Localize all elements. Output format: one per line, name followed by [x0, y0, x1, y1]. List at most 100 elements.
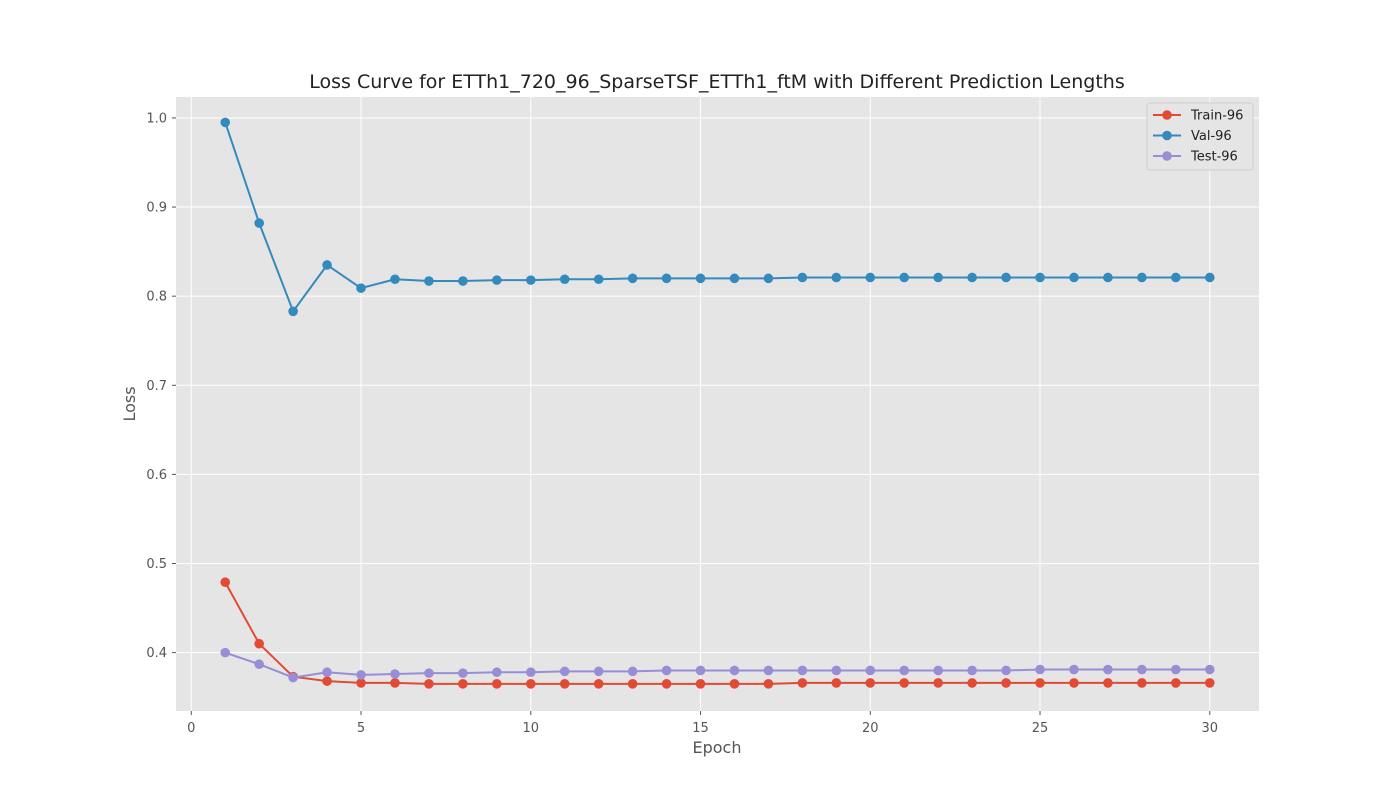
data-point-train-96 [865, 678, 876, 688]
data-point-test-96 [525, 667, 536, 678]
chart-title: Loss Curve for ETTh1_720_96_SparseTSF_ET… [309, 71, 1124, 93]
data-point-test-96 [627, 666, 638, 677]
data-point-val-96 [1035, 272, 1045, 283]
legend-marker [1162, 151, 1172, 161]
data-point-test-96 [729, 665, 740, 676]
legend-entry: Test-96 [1190, 150, 1238, 165]
y-tick-label: 0.5 [146, 557, 167, 572]
data-point-val-96 [322, 260, 332, 270]
data-point-val-96 [220, 117, 231, 128]
data-point-train-96 [661, 679, 672, 689]
y-axis-ticks: 0.4 0.5 0.6 0.7 0.8 0.9 1.0 [146, 111, 176, 661]
x-tick-label: 15 [692, 721, 709, 736]
data-point-train-96 [593, 679, 604, 689]
data-point-test-96 [288, 672, 298, 683]
data-point-test-96 [390, 669, 400, 679]
data-point-test-96 [1035, 664, 1045, 675]
data-point-val-96 [1204, 272, 1215, 283]
data-point-val-96 [695, 273, 706, 284]
data-point-val-96 [797, 272, 808, 283]
series-test-96 [220, 647, 1215, 683]
data-point-val-96 [458, 276, 468, 286]
y-tick-label: 0.7 [146, 379, 167, 394]
data-point-val-96 [593, 274, 604, 285]
data-point-test-96 [1001, 665, 1011, 676]
y-tick-label: 0.4 [146, 646, 167, 661]
y-tick-label: 0.6 [146, 468, 167, 483]
data-point-train-96 [458, 679, 468, 689]
data-point-test-96 [661, 665, 672, 676]
data-point-train-96 [390, 678, 400, 688]
data-point-train-96 [831, 678, 842, 688]
x-tick-label: 25 [1032, 721, 1049, 736]
legend-entry: Train-96 [1190, 109, 1243, 124]
x-axis-ticks: 0 5 10 15 20 25 30 [187, 711, 1218, 736]
data-point-test-96 [967, 665, 977, 676]
data-point-train-96 [322, 676, 332, 686]
data-point-test-96 [797, 665, 808, 676]
grid-lines [176, 97, 1259, 711]
data-point-train-96 [967, 678, 977, 688]
data-point-val-96 [288, 306, 298, 317]
data-point-train-96 [559, 679, 570, 689]
data-point-train-96 [899, 678, 910, 688]
legend: Train-96 Val-96 Test-96 [1146, 102, 1254, 171]
x-tick-label: 10 [523, 721, 540, 736]
data-point-val-96 [1001, 272, 1011, 283]
data-point-val-96 [661, 273, 672, 284]
data-point-val-96 [831, 272, 842, 283]
data-point-val-96 [933, 272, 943, 283]
legend-entry: Val-96 [1191, 129, 1232, 144]
data-point-test-96 [220, 647, 231, 658]
data-point-val-96 [492, 275, 502, 285]
legend-marker [1162, 130, 1172, 141]
data-point-test-96 [356, 670, 366, 680]
data-point-test-96 [593, 666, 604, 677]
data-point-train-96 [797, 678, 808, 688]
data-point-train-96 [525, 679, 536, 689]
series-val-96 [220, 117, 1215, 317]
data-point-test-96 [492, 667, 502, 678]
data-point-val-96 [1137, 272, 1147, 283]
data-point-val-96 [559, 274, 570, 285]
data-point-test-96 [763, 665, 774, 676]
data-point-test-96 [559, 666, 570, 677]
data-point-train-96 [1001, 678, 1011, 688]
data-point-train-96 [763, 679, 774, 689]
data-point-test-96 [1171, 664, 1181, 675]
y-tick-label: 1.0 [146, 111, 167, 126]
data-point-test-96 [1204, 664, 1215, 675]
data-point-val-96 [627, 273, 638, 284]
y-tick-label: 0.8 [146, 290, 167, 305]
data-point-train-96 [695, 679, 706, 689]
series-line-train-96 [224, 581, 1210, 685]
x-axis-label: Epoch [693, 738, 742, 757]
data-point-train-96 [729, 679, 740, 689]
data-point-train-96 [254, 638, 264, 649]
data-point-val-96 [254, 218, 264, 228]
data-point-val-96 [390, 274, 400, 285]
data-point-train-96 [933, 678, 943, 688]
data-point-val-96 [356, 283, 366, 293]
x-tick-label: 30 [1201, 721, 1218, 736]
data-point-test-96 [458, 668, 468, 678]
data-point-test-96 [899, 665, 910, 676]
data-point-val-96 [424, 276, 434, 286]
data-point-val-96 [1103, 272, 1113, 283]
data-point-val-96 [899, 272, 910, 283]
data-point-val-96 [865, 272, 876, 283]
series-line-test-96 [224, 651, 1210, 679]
legend-marker [1162, 110, 1172, 120]
data-point-train-96 [492, 679, 502, 689]
legend-box [1146, 102, 1254, 171]
x-tick-label: 20 [862, 721, 879, 736]
data-point-train-96 [1204, 678, 1215, 688]
data-point-val-96 [1069, 272, 1079, 283]
x-tick-label: 5 [357, 721, 365, 736]
data-point-val-96 [967, 272, 977, 283]
series-layer [220, 117, 1215, 689]
data-point-test-96 [322, 667, 332, 678]
x-tick-label: 0 [187, 721, 195, 736]
data-point-train-96 [424, 679, 434, 689]
